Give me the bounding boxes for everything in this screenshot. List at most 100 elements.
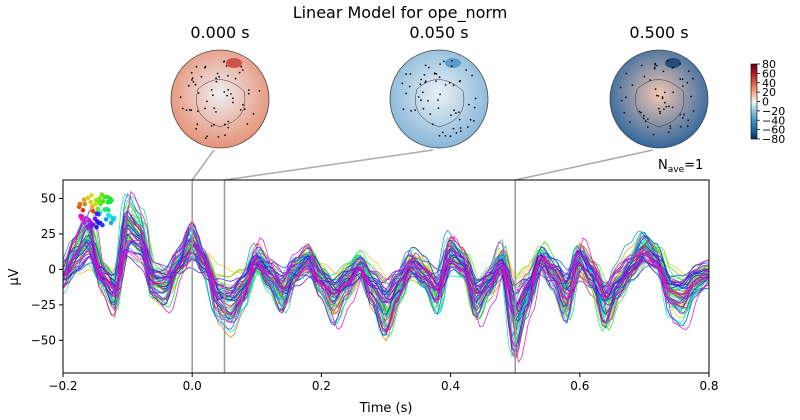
sensor-dot (444, 135, 447, 137)
sensor-dot (197, 110, 199, 112)
sensor-dot (217, 135, 220, 138)
y-axis-label: µV (7, 268, 22, 285)
sensor-dot (474, 97, 477, 100)
sensor-dot (213, 123, 215, 126)
sensor-dot (191, 77, 194, 80)
topomap: 0.000 s (170, 23, 270, 149)
sensor-dot (421, 91, 424, 94)
sensor-layout-inset (76, 192, 117, 230)
sensor-dot (223, 91, 226, 93)
sensor-dot (666, 59, 669, 62)
sensor-dot (623, 111, 626, 114)
y-tick-label: 0 (48, 262, 56, 276)
sensor-dot (654, 62, 657, 65)
sensor-dot (243, 108, 246, 111)
topomap-time-label: 0.500 s (629, 23, 688, 42)
sensor-dot (457, 111, 460, 113)
x-tick-label: 0.8 (699, 379, 718, 393)
sensor-dot (679, 63, 682, 65)
sensor-dot (448, 82, 451, 84)
inset-sensor (104, 206, 109, 212)
inset-sensor (105, 199, 111, 205)
y-tick-label: 25 (41, 227, 56, 241)
sensor-dot (620, 99, 623, 102)
sensor-dot (659, 110, 661, 113)
sensor-dot (449, 135, 452, 138)
sensor-dot (643, 114, 645, 117)
sensor-dot (459, 127, 462, 129)
colorbar-tick-label: 0 (762, 96, 769, 109)
sensor-dot (469, 118, 472, 121)
sensor-dot (687, 70, 690, 72)
sensor-dot (692, 77, 694, 80)
sensor-dot (455, 132, 458, 134)
channel-trace (63, 190, 709, 364)
inset-sensor (88, 199, 93, 205)
sensor-dot (420, 78, 423, 81)
sensor-dot (683, 113, 685, 116)
sensor-dot (690, 95, 692, 98)
sensor-dot (686, 81, 689, 84)
channel-trace (63, 233, 709, 309)
sensor-dot (671, 67, 674, 69)
y-tick-label: −25 (31, 298, 56, 312)
sensor-dot (667, 131, 670, 134)
sensor-dot (438, 76, 441, 79)
sensor-dot (450, 65, 453, 67)
sensor-dot (197, 92, 200, 94)
sensor-dot (686, 125, 689, 128)
sensor-dot (681, 78, 684, 81)
sensor-dot (661, 96, 664, 98)
topomap: 0.500 s (609, 23, 709, 149)
inset-sensor (107, 213, 113, 219)
sensor-dot (679, 125, 682, 128)
sensor-dot (638, 110, 641, 113)
sensor-dot (210, 89, 213, 91)
sensor-dot (424, 80, 427, 83)
sensor-dot (687, 119, 690, 122)
figure-title: Linear Model for ope_norm (293, 3, 508, 23)
sensor-dot (629, 121, 631, 123)
sensor-dot (225, 65, 228, 67)
inset-sensor (103, 217, 109, 222)
x-tick-label: 0.0 (183, 379, 202, 393)
sensor-dot (190, 71, 193, 74)
inset-sensor (80, 207, 86, 213)
sensor-dot (631, 84, 634, 86)
inset-sensor (93, 201, 98, 207)
sensor-dot (215, 80, 218, 83)
sensor-dot (417, 96, 420, 98)
inset-sensor (111, 217, 116, 222)
sensor-dot (424, 64, 427, 67)
sensor-dot (224, 134, 226, 137)
sensor-dot (238, 71, 241, 74)
sensor-dot (468, 103, 470, 106)
sensor-dot (427, 100, 429, 102)
inset-sensor (102, 194, 107, 200)
sensor-dot (663, 108, 665, 110)
sensor-dot (435, 80, 437, 82)
colorbar-tick-label: 80 (762, 58, 776, 71)
inset-sensor (85, 224, 90, 229)
sensor-dot (473, 106, 476, 109)
sensor-dot (248, 89, 250, 91)
topomap-head (609, 49, 709, 149)
sensor-dot (665, 105, 668, 108)
sensor-dot (422, 107, 425, 110)
colorbar-tick-label: −20 (762, 105, 785, 118)
channel-traces (63, 190, 709, 364)
sensor-dot (204, 137, 207, 140)
sensor-dot (439, 63, 441, 65)
sensor-dot (441, 131, 444, 134)
sensor-dot (649, 79, 651, 81)
sensor-dot (471, 74, 473, 77)
sensor-dot (420, 99, 422, 102)
sensor-dot (230, 93, 232, 95)
sensor-dot (452, 84, 455, 87)
sensor-dot (439, 93, 441, 96)
sensor-dot (643, 75, 646, 78)
sensor-dot (195, 127, 198, 130)
sensor-dot (662, 70, 665, 73)
sensor-dot (663, 91, 666, 94)
